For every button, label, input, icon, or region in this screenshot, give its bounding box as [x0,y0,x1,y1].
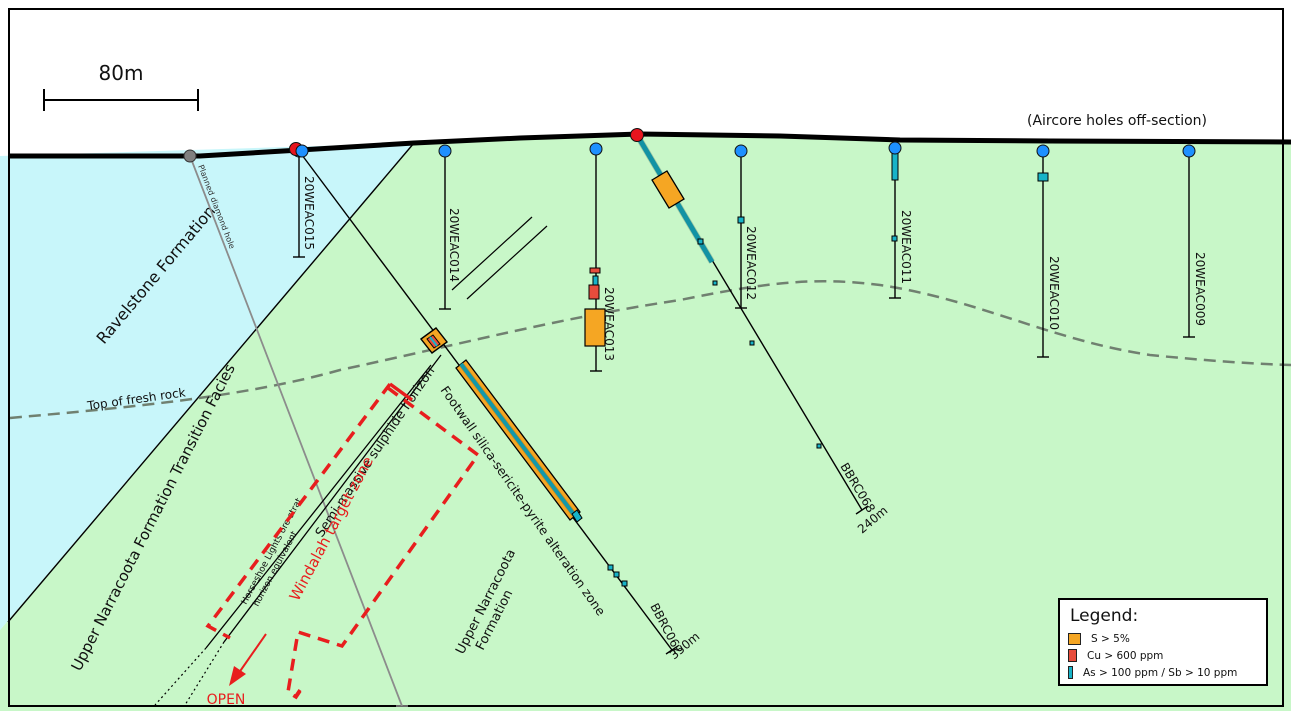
bbrc062-as-sb-zone [459,362,577,518]
scale-bar: 80m [43,61,199,111]
fresh-rock-line [9,280,1291,420]
aircore-label-010: 20WEAC010 [1047,256,1061,330]
aircore-label-013: 20WEAC013 [602,287,616,361]
aircore-label-015: 20WEAC015 [302,176,316,250]
legend-swatch-arsenic [1068,666,1073,679]
aircore-hole-20weac010: 20WEAC010 [1036,144,1061,358]
figure-border [8,8,1284,707]
windalah-target-zone [205,382,481,700]
aircore-collar-011 [888,141,902,155]
narracoota-formation-area [0,134,1291,711]
open-label: OPEN [207,692,246,708]
legend-item-sulphur: S > 5% [1068,630,1258,647]
aircore-hole-20weac013: 20WEAC013 [584,142,616,372]
planned-hole-collar [183,149,197,163]
semi-massive-horizon-upper [223,354,442,643]
legend-item-copper: Cu > 600 ppm [1068,647,1258,664]
aircore-hole-20weac015: 20WEAC015 [293,144,316,258]
formation-contact-line [7,142,415,623]
aircore-label-012: 20WEAC012 [744,226,758,300]
aircore-collar-010 [1036,144,1050,158]
aircore-label-009: 20WEAC009 [1193,252,1207,326]
legend-swatch-sulphur [1068,632,1081,645]
legend-swatch-copper [1068,649,1077,662]
aircore-collar-014 [438,144,452,158]
aircore-label-014: 20WEAC014 [447,208,461,282]
legend-item-arsenic: As > 100 ppm / Sb > 10 ppm [1068,664,1258,681]
scale-bar-label: 80m [99,61,144,85]
semi-massive-horizon-lower [205,364,432,649]
strat-line-2 [466,225,548,300]
semi-massive-horizon-upper-extension [184,641,225,706]
legend-label-arsenic: As > 100 ppm / Sb > 10 ppm [1083,666,1238,679]
aircore-collar-009 [1182,144,1196,158]
aircore-hole-20weac014: 20WEAC014 [438,144,461,310]
open-arrow-head [229,666,246,686]
aircore-hole-20weac012: 20WEAC012 [734,144,758,309]
open-arrow-shaft [235,633,267,678]
strat-line-1 [451,216,533,291]
aircore-hole-20weac011: 20WEAC011 [888,141,913,299]
target-zone-outline [294,382,414,697]
legend: Legend: S > 5% Cu > 600 ppm As > 100 ppm… [1058,598,1268,686]
ground-surface-line [8,131,1291,159]
aircore-collar-013 [589,142,603,156]
aircore-hole-20weac009: 20WEAC009 [1182,144,1207,338]
aircore-collar-015 [295,144,309,158]
legend-label-sulphur: S > 5% [1091,632,1130,645]
legend-title: Legend: [1070,606,1139,626]
legend-label-copper: Cu > 600 ppm [1087,649,1164,662]
aircore-collar-012 [734,144,748,158]
aircore-label-011: 20WEAC011 [899,210,913,284]
bbrc068-collar [630,128,644,142]
off-section-note: (Aircore holes off-section) [1027,113,1207,129]
